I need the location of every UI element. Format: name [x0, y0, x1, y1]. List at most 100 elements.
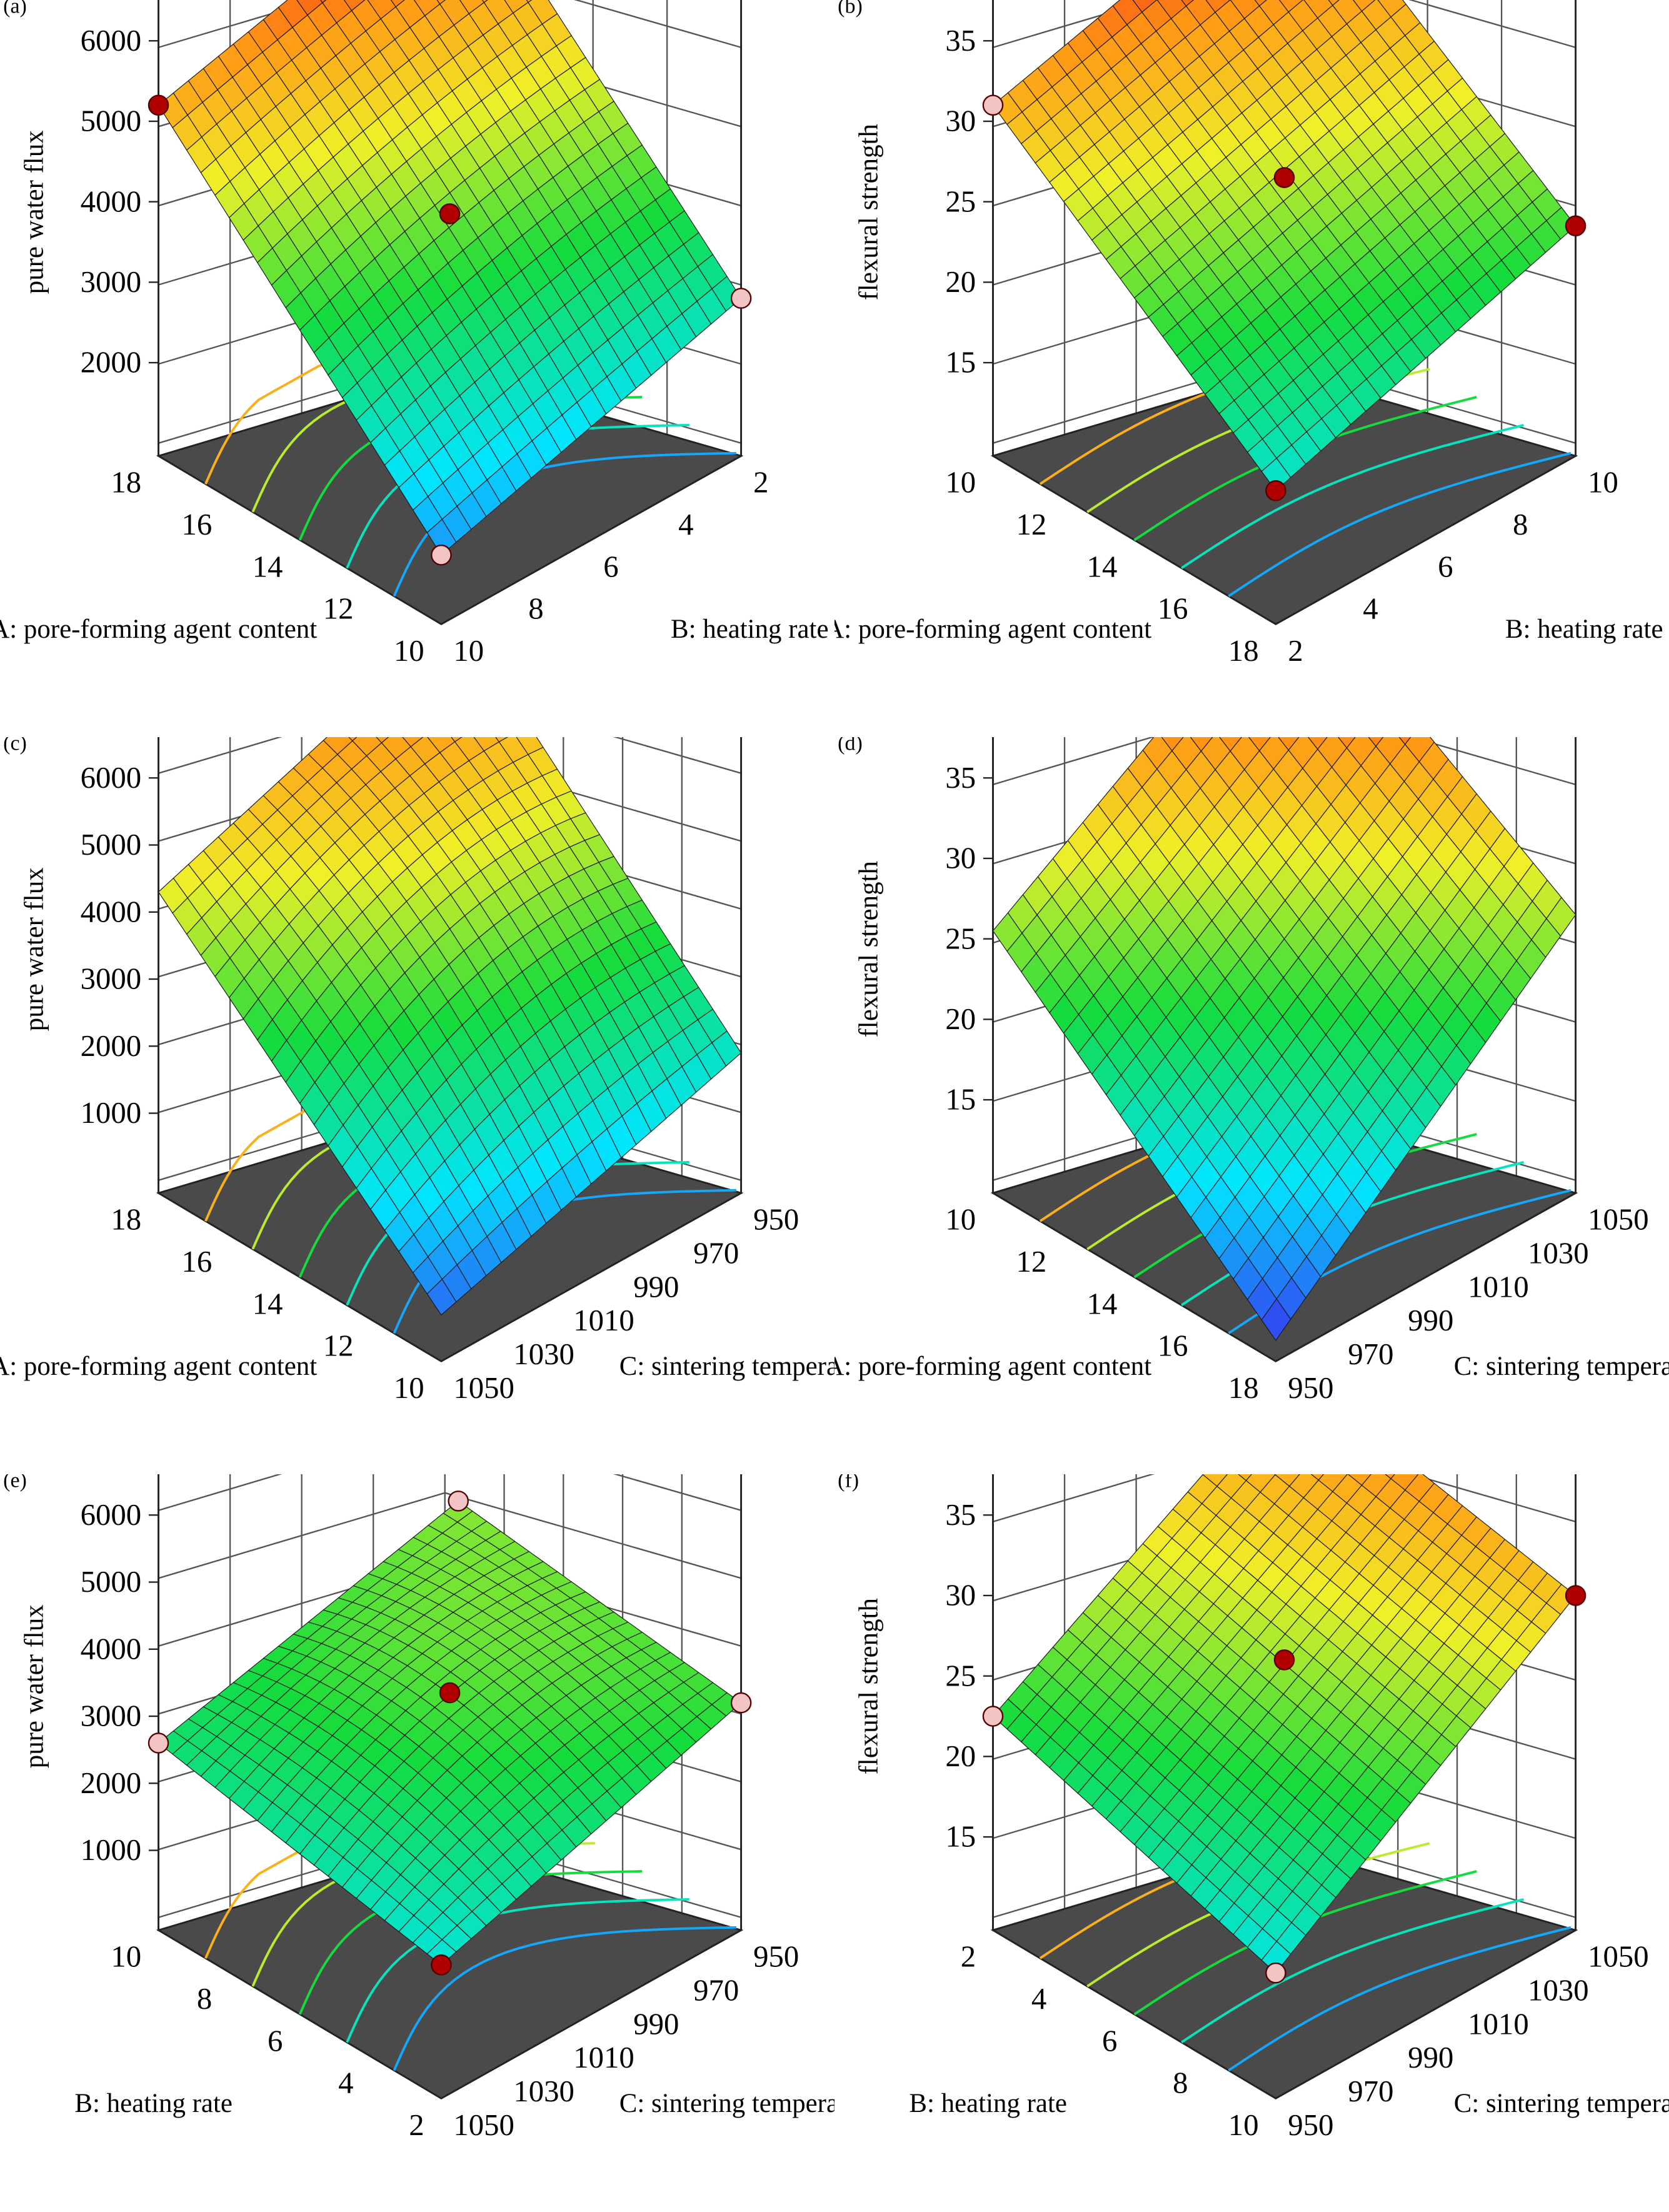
y-tick-label: 990: [633, 2007, 679, 2041]
panel-f: 15 20 25 30 35 2 4 6 8 10 950 970 990 1010 1030 1050 fle…: [834, 1474, 1669, 2211]
y-tick-label: 950: [753, 1940, 799, 1974]
surface-cell: [711, 1030, 742, 1067]
panel-c: 1000 2000 3000 4000 5000 6000 18 16 14 12 10 1050 10…: [0, 737, 834, 1474]
x-tick-label: 18: [1228, 1371, 1259, 1405]
y-tick-label: 1030: [1528, 1974, 1589, 2008]
y-tick-label: 990: [1408, 2041, 1453, 2074]
surface-cell: [390, 0, 405, 8]
surface-cell: [1181, 0, 1195, 7]
surface-cell: [1190, 737, 1213, 752]
x-tick-label: 6: [268, 2024, 283, 2058]
y-tick-label: 1050: [1588, 1940, 1649, 1974]
design-point: [730, 288, 752, 309]
response-surface: [992, 737, 1576, 1342]
design-point: [448, 1491, 469, 1512]
z-tick-label: 20: [945, 1739, 976, 1773]
surface-cell: [1202, 1474, 1228, 1487]
x-axis-label: A: pore-forming agent content: [0, 1352, 317, 1381]
z-tick-label: 2000: [81, 346, 142, 380]
z-tick-label: 15: [945, 346, 976, 380]
z-tick-label: 1000: [81, 1096, 142, 1130]
y-tick-label: 10: [1588, 466, 1618, 500]
y-tick-label: 4: [1363, 592, 1378, 626]
y-tick-label: 950: [753, 1203, 799, 1237]
z-tick-label: 6000: [81, 761, 142, 795]
surface-cell: [1398, 737, 1411, 745]
wall-gridline: [158, 1474, 741, 1511]
surface-cell: [1275, 1474, 1300, 1487]
x-tick-label: 12: [1016, 1245, 1047, 1279]
z-tick-label: 35: [945, 1498, 976, 1532]
wall-gridline: [158, 0, 741, 48]
x-tick-label: 14: [1087, 550, 1118, 583]
y-axis-label: B: heating rate: [1505, 615, 1663, 644]
y-tick-label: 1030: [1528, 1237, 1589, 1270]
y-tick-label: 1010: [573, 2041, 634, 2074]
surface-cell: [1219, 737, 1242, 752]
x-tick-label: 16: [182, 508, 213, 541]
x-axis-label: A: pore-forming agent content: [834, 615, 1151, 644]
design-point: [1565, 215, 1586, 237]
x-tick-label: 12: [323, 592, 354, 626]
plot-group: 15 20 25 30 35 10 12 14 16 18 2 4 6 8 10 flexural stren…: [834, 0, 1663, 668]
z-tick-label: 35: [945, 761, 976, 795]
design-point: [982, 94, 1004, 116]
y-tick-label: 1050: [453, 1371, 514, 1405]
z-tick-label: 30: [945, 842, 976, 875]
z-tick-label: 25: [945, 1659, 976, 1692]
design-point: [730, 1692, 752, 1714]
y-axis-label: C: sintering temperature: [619, 1352, 834, 1381]
panel-label: (d): [838, 737, 863, 755]
surface-plot-e: 1000 2000 3000 4000 5000 6000 10 8 6 4 2 1050103010…: [3, 1474, 834, 2142]
z-tick-label: 1000: [81, 1833, 142, 1867]
x-tick-label: 12: [323, 1329, 354, 1363]
surface-cell: [1279, 0, 1304, 13]
y-axis-label: C: sintering temperature: [1454, 2089, 1669, 2118]
z-axis-label: pure water flux: [19, 130, 49, 294]
y-tick-label: 990: [633, 1270, 679, 1304]
response-surface: [992, 1474, 1576, 1974]
surface-cell: [1390, 1474, 1419, 1491]
x-axis-label: B: heating rate: [909, 2089, 1067, 2118]
panel-label: (b): [838, 0, 863, 18]
x-axis-label: A: pore-forming agent content: [0, 615, 317, 644]
design-point: [1565, 1585, 1586, 1606]
surface-cell: [1328, 0, 1340, 6]
z-axis-label: flexural strength: [854, 861, 883, 1037]
surface-cell: [495, 737, 508, 743]
surface-cell: [1353, 0, 1376, 12]
y-tick-label: 1050: [1588, 1203, 1649, 1237]
z-tick-label: 3000: [81, 1699, 142, 1733]
y-tick-label: 990: [1408, 1304, 1453, 1337]
panel-e: 1000 2000 3000 4000 5000 6000 10 8 6 4 2 1050 1030 10…: [0, 1474, 834, 2211]
response-surface: [992, 0, 1576, 491]
x-tick-label: 12: [1016, 508, 1047, 541]
floor-contour: [1228, 451, 1571, 598]
surface-cell: [436, 0, 446, 5]
z-axis-label: flexural strength: [854, 124, 883, 300]
surface-cell: [1238, 1474, 1252, 1481]
z-axis-label: pure water flux: [19, 1604, 49, 1768]
design-point: [439, 1682, 461, 1704]
x-tick-label: 8: [197, 1982, 212, 2016]
z-tick-label: 6000: [81, 1498, 142, 1532]
z-tick-label: 25: [945, 184, 976, 218]
surface-cell: [1318, 1474, 1348, 1492]
surface-plot-a: 2000 3000 4000 5000 6000 18 16 14 12 10 10 8 6 4 2 pure…: [0, 0, 828, 668]
floor-contour: [1181, 424, 1525, 570]
x-tick-label: 10: [394, 1371, 424, 1405]
surface-plot-b: 15 20 25 30 35 10 12 14 16 18 2 4 6 8 10 flexural stren…: [834, 0, 1663, 668]
x-tick-label: 18: [111, 1203, 141, 1237]
x-tick-label: 2: [961, 1940, 976, 1974]
plot-group: 1000 2000 3000 4000 5000 6000 10 8 6 4 2 1050103010…: [19, 1474, 834, 2142]
x-tick-label: 10: [945, 466, 976, 500]
y-tick-label: 1050: [453, 2108, 514, 2142]
plot-group: 15 20 25 30 35 10 12 14 16 18 950 970 990 10101030105…: [834, 737, 1669, 1405]
z-tick-label: 4000: [81, 1632, 142, 1666]
x-tick-label: 10: [111, 1940, 141, 1974]
y-tick-label: 4: [678, 508, 693, 541]
response-surface: [158, 0, 742, 556]
